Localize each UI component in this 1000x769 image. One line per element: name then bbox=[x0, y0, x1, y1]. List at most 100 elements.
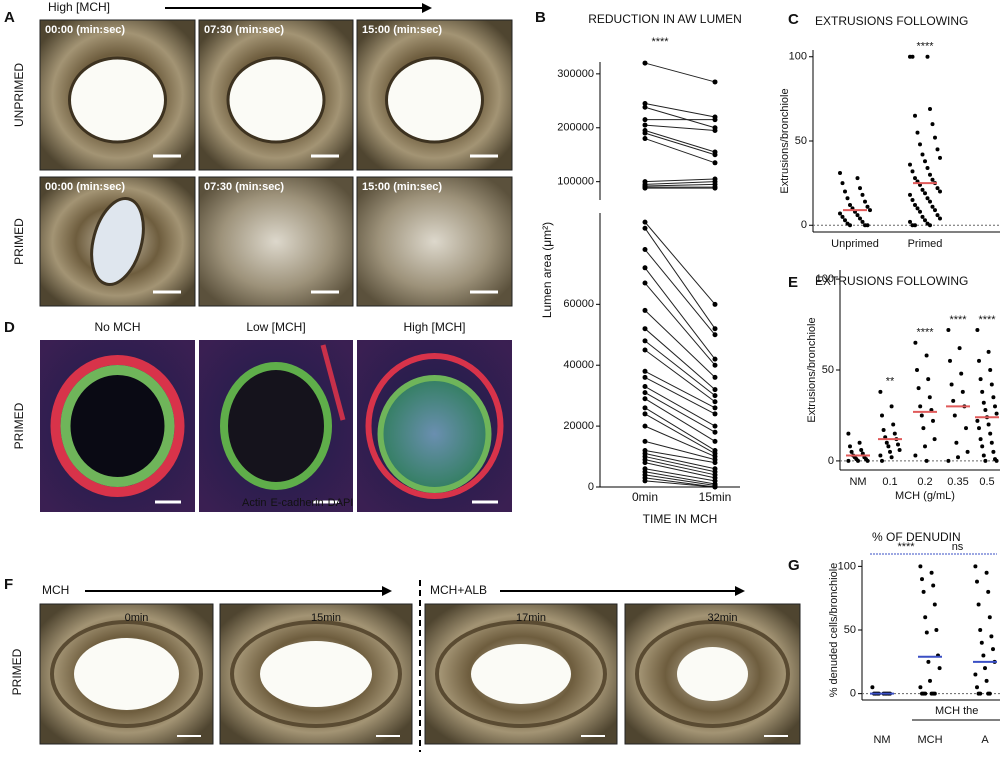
pair-line bbox=[644, 440, 716, 461]
actin-ring bbox=[50, 355, 185, 497]
epithelium bbox=[60, 365, 175, 487]
point bbox=[859, 448, 864, 452]
point bbox=[712, 405, 718, 411]
pair-line bbox=[644, 340, 716, 397]
panel-label: C bbox=[788, 11, 799, 28]
pair-line bbox=[644, 474, 716, 486]
point bbox=[981, 400, 986, 405]
point bbox=[983, 666, 987, 671]
point bbox=[991, 395, 996, 400]
point bbox=[949, 382, 954, 387]
point bbox=[956, 455, 960, 460]
x-tick-label: A bbox=[981, 734, 989, 746]
pair-line bbox=[644, 407, 716, 451]
stain-label: E-cadherin bbox=[270, 497, 323, 509]
point bbox=[975, 418, 980, 423]
y-tick-label: 0 bbox=[828, 455, 834, 467]
point bbox=[880, 458, 884, 463]
stain-label: Actin bbox=[242, 497, 266, 509]
pair-line bbox=[644, 462, 716, 479]
point bbox=[886, 444, 891, 449]
point bbox=[642, 122, 648, 128]
pair-line bbox=[644, 370, 716, 409]
point bbox=[913, 453, 918, 458]
lumen bbox=[677, 647, 748, 701]
point bbox=[924, 630, 929, 635]
point bbox=[918, 685, 923, 690]
point bbox=[642, 423, 648, 429]
point bbox=[946, 458, 951, 463]
point bbox=[910, 169, 915, 174]
significance: **** bbox=[949, 314, 967, 326]
point bbox=[642, 338, 648, 344]
phase-label: MCH bbox=[42, 583, 69, 597]
y-tick-label: 0 bbox=[850, 688, 856, 700]
lumen bbox=[74, 638, 179, 710]
arrow-head bbox=[735, 586, 745, 596]
point bbox=[923, 218, 927, 223]
group-label: MCH the bbox=[935, 705, 978, 717]
panel-label: B bbox=[535, 9, 546, 26]
point bbox=[983, 458, 988, 463]
point bbox=[712, 362, 718, 368]
pair-line bbox=[644, 129, 716, 153]
point bbox=[925, 165, 930, 170]
point bbox=[856, 458, 860, 463]
airway-wall bbox=[435, 620, 607, 728]
x-tick-label: Primed bbox=[908, 238, 943, 250]
point bbox=[913, 176, 917, 181]
point bbox=[642, 374, 648, 380]
x-axis-label: TIME IN MCH bbox=[643, 512, 718, 526]
point bbox=[880, 413, 884, 418]
point bbox=[858, 186, 862, 191]
point bbox=[918, 564, 923, 569]
point bbox=[889, 455, 894, 460]
point bbox=[642, 60, 648, 66]
row-label: PRIMED bbox=[10, 648, 24, 695]
point bbox=[896, 442, 900, 447]
pair-line bbox=[644, 183, 716, 187]
point bbox=[994, 458, 999, 463]
point bbox=[642, 247, 648, 253]
point bbox=[910, 197, 915, 202]
point bbox=[981, 453, 986, 458]
point bbox=[712, 423, 718, 429]
point bbox=[960, 389, 965, 394]
pair-line bbox=[644, 249, 716, 336]
point bbox=[712, 152, 718, 158]
y-tick-label: 100 bbox=[789, 51, 807, 63]
lumen bbox=[260, 641, 372, 707]
point bbox=[865, 223, 870, 228]
y-tick-label: 0 bbox=[801, 219, 807, 231]
pair-line bbox=[644, 124, 716, 131]
point bbox=[910, 54, 915, 59]
pair-line bbox=[644, 282, 716, 366]
point bbox=[848, 203, 852, 208]
point bbox=[987, 691, 992, 696]
point bbox=[952, 413, 957, 418]
x-tick-label: MCH bbox=[917, 734, 942, 746]
point bbox=[913, 340, 918, 345]
row-label: PRIMED bbox=[12, 402, 26, 449]
point bbox=[913, 203, 917, 208]
x-axis-label: MCH (g/mL) bbox=[895, 490, 955, 502]
point bbox=[978, 628, 983, 632]
point bbox=[642, 460, 648, 466]
point bbox=[983, 408, 988, 412]
point bbox=[892, 431, 897, 436]
point bbox=[915, 368, 919, 372]
point bbox=[642, 136, 648, 142]
point bbox=[934, 628, 939, 632]
point bbox=[928, 172, 932, 177]
pair-line bbox=[644, 471, 716, 485]
point bbox=[855, 176, 860, 181]
point bbox=[924, 458, 929, 463]
panel-label: G bbox=[788, 557, 800, 574]
chart-title: EXTRUSIONS FOLLOWING bbox=[815, 14, 968, 28]
pair-line bbox=[644, 138, 716, 164]
point bbox=[932, 437, 937, 442]
point bbox=[918, 209, 922, 214]
pair-line bbox=[644, 477, 716, 488]
point bbox=[642, 130, 648, 136]
point bbox=[846, 431, 851, 436]
